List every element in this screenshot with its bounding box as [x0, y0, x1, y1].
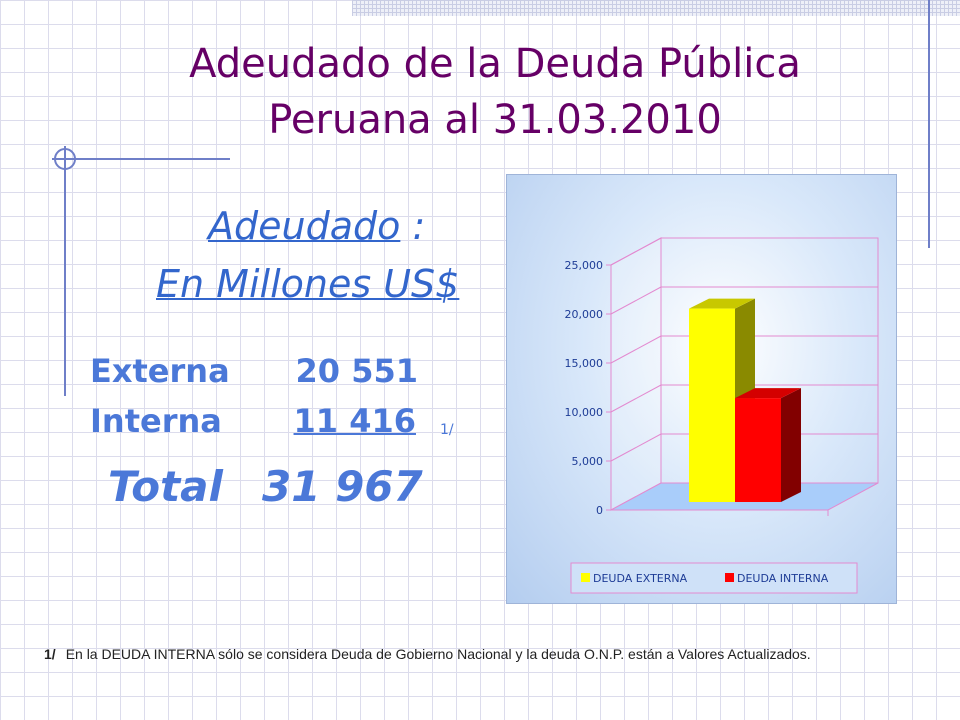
total-label: Total — [108, 462, 223, 511]
chart-panel: 0 5,000 10,000 15,000 20,000 25,000 DEUDA EXTE… — [506, 174, 897, 604]
bar-side — [781, 388, 801, 502]
footnote: 1/En la DEUDA INTERNA sólo se considera … — [44, 646, 944, 662]
bar-deuda-interna — [735, 398, 781, 502]
bar-deuda-externa — [689, 308, 735, 502]
top-pattern-band — [352, 0, 960, 16]
footnote-text: En la DEUDA INTERNA sólo se considera De… — [65, 646, 811, 662]
y-tick-label: 10,000 — [565, 406, 604, 419]
bar-chart: 0 5,000 10,000 15,000 20,000 25,000 DEUDA EXTE… — [565, 237, 879, 594]
total-value: 31 967 — [262, 462, 423, 511]
y-tick-label: 5,000 — [572, 455, 604, 468]
externa-value: 20 551 — [295, 352, 418, 390]
subtitle-adeudado: Adeudado : — [208, 204, 425, 248]
title-line-2: Peruana al 31.03.2010 — [268, 97, 722, 143]
gridline-side — [610, 335, 662, 364]
title-line-1: Adeudado de la Deuda Pública — [189, 41, 801, 87]
chart-legend — [570, 562, 858, 594]
interna-footnote-mark: 1/ — [440, 422, 454, 438]
decorative-line-right — [928, 0, 930, 248]
legend-label: DEUDA INTERNA — [737, 572, 829, 585]
legend-swatch — [581, 573, 590, 582]
decorative-line-horizontal — [52, 158, 230, 160]
gridline-side — [610, 384, 662, 413]
decorative-line-left — [64, 146, 66, 396]
interna-value: 11 416 — [293, 402, 416, 440]
gridline-side — [610, 237, 662, 266]
chart-side-wall — [610, 237, 662, 511]
bar-top — [689, 298, 755, 309]
legend-swatch — [725, 573, 734, 582]
y-tick-label: 0 — [596, 504, 603, 517]
subtitle-colon: : — [400, 204, 426, 248]
y-tick-label: 20,000 — [565, 308, 604, 321]
externa-label: Externa — [90, 352, 230, 390]
footnote-mark: 1/ — [44, 646, 56, 662]
subtitle-units: En Millones US$ — [156, 262, 460, 306]
decorative-circle — [54, 148, 76, 170]
interna-label: Interna — [90, 402, 222, 440]
subtitle-word: Adeudado — [208, 204, 401, 248]
gridline-side — [610, 286, 662, 315]
y-tick-label: 15,000 — [565, 357, 604, 370]
gridline-side — [610, 433, 662, 462]
slide-title: Adeudado de la Deuda Pública Peruana al … — [140, 36, 850, 148]
y-tick-label: 25,000 — [565, 259, 604, 272]
legend-label: DEUDA EXTERNA — [593, 572, 688, 585]
bar-top — [735, 388, 801, 399]
